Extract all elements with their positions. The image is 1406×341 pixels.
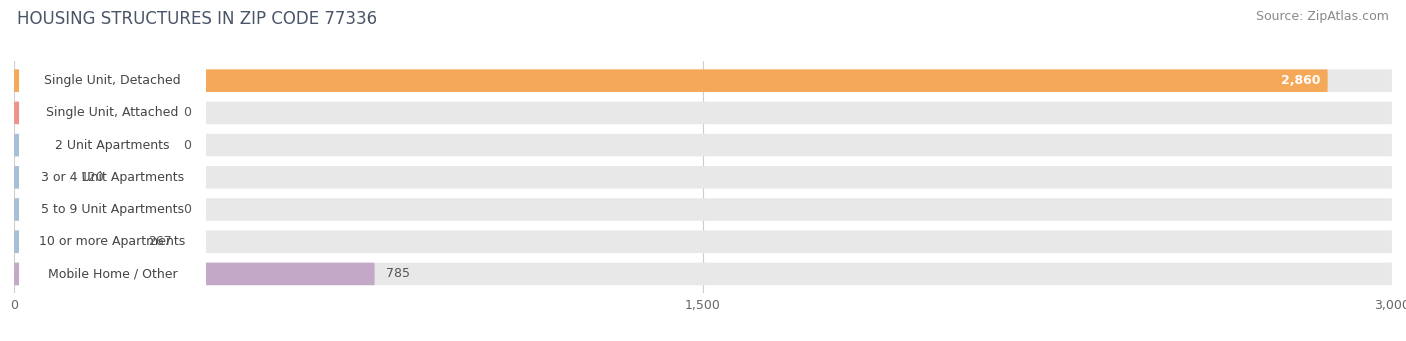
FancyBboxPatch shape <box>14 263 1392 285</box>
Text: 0: 0 <box>184 203 191 216</box>
FancyBboxPatch shape <box>20 0 205 341</box>
Text: Single Unit, Attached: Single Unit, Attached <box>46 106 179 119</box>
Text: Source: ZipAtlas.com: Source: ZipAtlas.com <box>1256 10 1389 23</box>
Text: 0: 0 <box>184 106 191 119</box>
FancyBboxPatch shape <box>14 134 1392 157</box>
FancyBboxPatch shape <box>14 231 136 253</box>
FancyBboxPatch shape <box>14 134 173 157</box>
Text: 785: 785 <box>385 267 409 280</box>
FancyBboxPatch shape <box>14 102 1392 124</box>
FancyBboxPatch shape <box>14 70 1392 92</box>
FancyBboxPatch shape <box>20 17 205 341</box>
FancyBboxPatch shape <box>20 0 205 337</box>
Text: 3 or 4 Unit Apartments: 3 or 4 Unit Apartments <box>41 171 184 184</box>
Text: Single Unit, Detached: Single Unit, Detached <box>44 74 181 87</box>
Text: 5 to 9 Unit Apartments: 5 to 9 Unit Apartments <box>41 203 184 216</box>
FancyBboxPatch shape <box>14 70 1327 92</box>
FancyBboxPatch shape <box>14 198 1392 221</box>
FancyBboxPatch shape <box>20 50 205 341</box>
Text: 120: 120 <box>80 171 104 184</box>
FancyBboxPatch shape <box>14 166 69 189</box>
FancyBboxPatch shape <box>20 82 205 341</box>
Text: 267: 267 <box>148 235 172 248</box>
Text: 10 or more Apartments: 10 or more Apartments <box>39 235 186 248</box>
Text: 2 Unit Apartments: 2 Unit Apartments <box>55 138 170 152</box>
FancyBboxPatch shape <box>14 198 173 221</box>
Text: Mobile Home / Other: Mobile Home / Other <box>48 267 177 280</box>
FancyBboxPatch shape <box>14 166 1392 189</box>
FancyBboxPatch shape <box>14 231 1392 253</box>
FancyBboxPatch shape <box>14 263 374 285</box>
FancyBboxPatch shape <box>20 0 205 273</box>
Text: 2,860: 2,860 <box>1281 74 1320 87</box>
FancyBboxPatch shape <box>20 0 205 305</box>
Text: HOUSING STRUCTURES IN ZIP CODE 77336: HOUSING STRUCTURES IN ZIP CODE 77336 <box>17 10 377 28</box>
FancyBboxPatch shape <box>14 102 173 124</box>
Text: 0: 0 <box>184 138 191 152</box>
